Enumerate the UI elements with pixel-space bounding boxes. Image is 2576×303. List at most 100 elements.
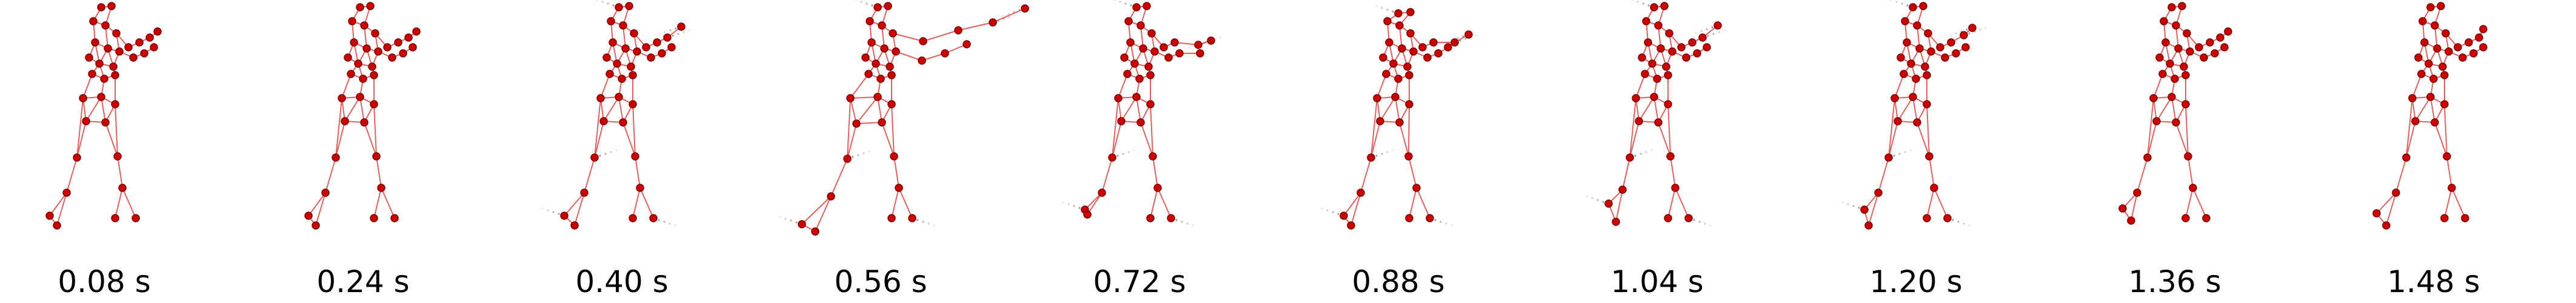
skeleton-joint — [412, 27, 421, 36]
skeleton-joint — [1098, 188, 1106, 197]
skeleton-joint — [1632, 94, 1640, 102]
motion-trail-dot — [558, 213, 560, 215]
skeleton-joint — [1083, 210, 1092, 219]
skeleton-joint — [79, 94, 87, 102]
skeleton-joint — [2433, 44, 2441, 53]
skeleton-joint — [332, 153, 340, 162]
skeleton-joint — [880, 44, 889, 53]
skeleton-joint — [2181, 214, 2190, 222]
skeleton-joint — [2469, 49, 2478, 58]
skeleton-joint — [1398, 44, 1406, 53]
motion-trail-dot — [1712, 33, 1715, 35]
skeleton-joint — [1412, 184, 1421, 192]
skeleton-joint — [1713, 21, 1722, 30]
skeleton-joint — [2171, 75, 2179, 83]
skeleton-joint — [633, 47, 641, 56]
skeleton-joint — [388, 53, 396, 62]
skeleton-joint — [371, 29, 379, 38]
motion-trail-dot — [1475, 34, 1478, 36]
skeleton-joint — [1665, 29, 1673, 38]
skeleton-joint — [1367, 153, 1375, 162]
skeleton-bone — [2131, 192, 2138, 221]
skeleton-joint — [1943, 214, 1952, 222]
motion-trail-dot — [677, 33, 679, 35]
skeleton-joint — [368, 62, 376, 71]
skeleton-bone — [1622, 157, 1630, 190]
skeleton-bone — [1150, 187, 1158, 219]
skeleton-joint — [886, 62, 894, 71]
skeleton-joint — [615, 3, 623, 12]
motion-trail-dot — [1968, 224, 1970, 227]
skeleton-bone — [992, 8, 1026, 23]
skeleton-joint — [1664, 100, 1672, 108]
skeleton-joint — [2418, 17, 2427, 25]
skeleton-joint — [908, 214, 916, 222]
motion-trail-dot — [790, 219, 792, 222]
skeleton-joint — [560, 211, 569, 220]
skeleton-joint — [1650, 93, 1658, 101]
skeleton-joint — [2431, 21, 2439, 30]
frame-time-label: 1.20 s — [1869, 264, 1962, 299]
skeleton-joint — [1376, 117, 1384, 125]
skeleton-joint — [1167, 214, 1175, 222]
skeleton-bone — [115, 187, 123, 219]
skeleton-joint — [2372, 209, 2381, 218]
skeleton-bone — [830, 158, 848, 197]
motion-trail-dot — [552, 211, 555, 213]
skeleton-joint — [2479, 43, 2488, 52]
skeleton-bone — [2406, 98, 2413, 158]
motion-trail-dot — [658, 33, 661, 35]
skeleton-joint — [866, 17, 874, 25]
skeleton-joint — [1135, 75, 1144, 83]
motion-trail-dot — [1709, 224, 1712, 227]
motion-trail-dot — [1586, 195, 1588, 198]
skeleton-joint — [2414, 53, 2423, 62]
skeleton-joint — [1383, 17, 1392, 25]
skeleton-joint — [1153, 184, 1162, 192]
skeleton-joint — [629, 71, 637, 79]
skeleton-bone — [2187, 156, 2194, 188]
skeleton-joint — [918, 56, 926, 65]
skeleton-joint — [1394, 9, 1403, 18]
skeleton-joint — [647, 53, 655, 62]
skeleton-joint — [347, 70, 355, 78]
skeleton-joint — [1874, 188, 1883, 197]
skeleton-joint — [1405, 214, 1413, 222]
frame-time-label: 0.40 s — [575, 264, 668, 299]
skeleton-joint — [1703, 43, 1711, 52]
skeleton-joint — [663, 33, 672, 42]
skeleton-joint — [873, 3, 882, 12]
skeleton-bone — [315, 192, 326, 226]
skeleton-joint — [963, 40, 971, 48]
skeleton-bone — [892, 33, 924, 42]
skeleton-joint — [1406, 29, 1415, 38]
skeleton-joint — [2181, 71, 2190, 79]
skeleton-joint — [658, 49, 666, 58]
skeleton-bone — [1376, 73, 1387, 99]
skeleton-joint — [1923, 100, 1931, 108]
motion-trail-dot — [1841, 201, 1844, 204]
skeleton-joint — [864, 70, 873, 78]
skeleton-joint — [153, 27, 162, 36]
skeleton-bone — [344, 96, 361, 122]
skeleton-joint — [97, 93, 105, 101]
skeleton-joint — [73, 153, 81, 162]
skeleton-joint — [2181, 100, 2190, 108]
skeleton-bone — [2412, 73, 2422, 99]
skeleton-joint — [1391, 93, 1400, 101]
skeleton-bone — [1667, 104, 1671, 157]
motion-trail-dot — [1119, 1, 1121, 3]
skeleton-joint — [590, 153, 599, 162]
skeleton-bone — [893, 156, 899, 188]
skeleton-joint — [2158, 70, 2167, 78]
motion-trail-dot — [1386, 151, 1389, 153]
motion-trail-dot — [1631, 0, 1633, 1]
skeleton-joint — [1136, 21, 1145, 30]
skeleton-bone — [574, 192, 585, 226]
motion-trail-dot — [1375, 5, 1378, 7]
pose-frame — [304, 2, 421, 230]
skeleton-joint — [1677, 43, 1686, 52]
skeleton-joint — [2479, 25, 2488, 33]
motion-trail-dot — [1008, 16, 1010, 18]
skeleton-bone — [2444, 104, 2448, 157]
